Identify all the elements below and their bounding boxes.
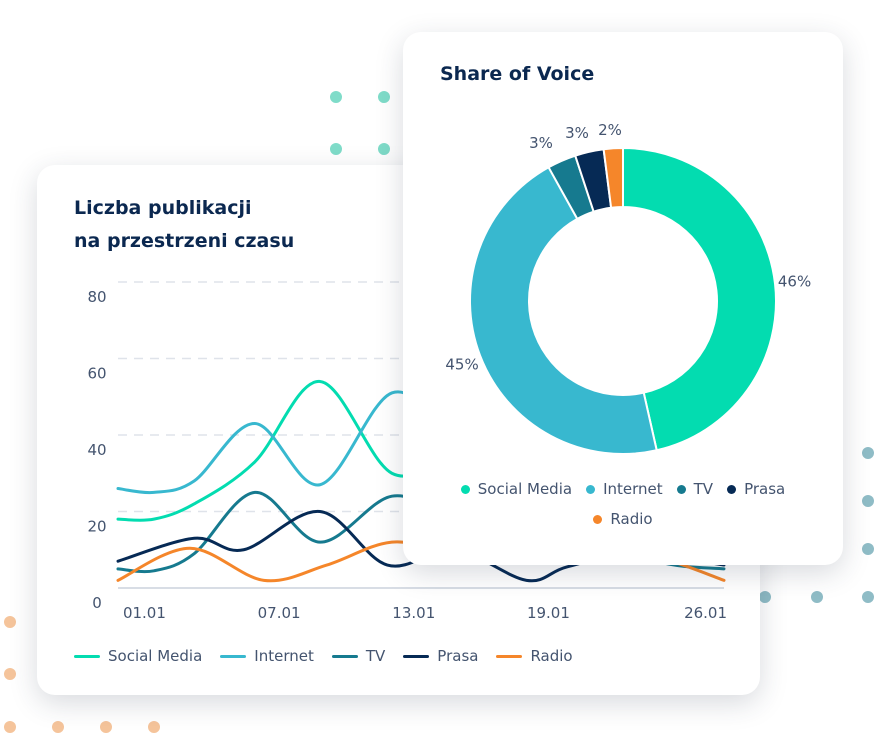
decor-dot [862,543,874,555]
decor-dot [330,91,342,103]
x-tick-label: 19.01 [527,604,570,622]
donut-chart-legend: Social Media Internet TV Prasa Radio [403,480,843,528]
line-chart-plot: 0 20 40 60 80 01.01 07.01 13.01 19.01 26.01 [87,281,727,622]
donut-slice-internet[interactable] [468,165,658,455]
legend-item-internet[interactable]: Internet [586,480,663,498]
decor-dot [378,143,390,155]
decor-dot [52,721,64,733]
legend-item-social-media[interactable]: Social Media [74,647,202,665]
decor-dot [378,91,390,103]
decor-dot [862,495,874,507]
line-chart-title: Liczba publikacji na przestrzeni czasu [74,192,294,258]
legend-label: Radio [530,647,573,665]
donut-chart: 46% 45% 3% 3% 2% [445,121,811,455]
donut-chart-title: Share of Voice [440,63,595,85]
line-chart-legend: Social Media Internet TV Prasa Radio [74,647,573,665]
decor-dot [759,591,771,603]
legend-dot-swatch [460,484,470,494]
legend-label: Internet [603,480,663,498]
legend-label: Radio [610,510,653,528]
x-tick-label: 13.01 [392,604,435,622]
legend-label: Prasa [744,480,786,498]
y-tick-label: 0 [92,594,102,612]
legend-item-prasa[interactable]: Prasa [403,647,478,665]
decor-dot [862,591,874,603]
decor-dot [330,143,342,155]
legend-line-swatch [496,654,523,658]
legend-label: Prasa [437,647,479,665]
x-tick-label: 07.01 [258,604,301,622]
legend-item-radio[interactable]: Radio [593,510,653,528]
title-line-1: Liczba publikacji [74,197,252,219]
legend-label: Internet [254,647,314,665]
legend-dot-swatch [593,514,603,524]
legend-item-internet[interactable]: Internet [220,647,314,665]
y-tick-label: 80 [87,288,106,306]
legend-item-prasa[interactable]: Prasa [727,480,785,498]
legend-label: TV [693,480,714,498]
legend-item-tv[interactable]: TV [676,480,714,498]
legend-label: Social Media [477,480,573,498]
y-tick-label: 40 [87,441,106,459]
slice-label: 3% [565,124,589,142]
legend-line-swatch [220,654,247,658]
decor-dot [4,668,16,680]
title-line-2: na przestrzeni czasu [74,230,295,252]
legend-label: TV [365,647,386,665]
decor-dot [811,591,823,603]
decor-dot [4,721,16,733]
legend-item-social-media[interactable]: Social Media [460,480,573,498]
slice-label: 3% [529,134,553,152]
legend-line-swatch [74,654,100,658]
slice-label: 45% [445,356,478,374]
donut-slice-radio[interactable] [602,146,624,209]
x-tick-label: 26.01 [684,604,727,622]
legend-dot-swatch [676,484,686,494]
legend-item-radio[interactable]: Radio [496,647,573,665]
decor-dot [4,616,16,628]
decor-dot [862,447,874,459]
slice-label: 2% [598,121,622,139]
legend-item-tv[interactable]: TV [331,647,386,665]
slice-label: 46% [778,272,811,290]
decor-dot [100,721,112,733]
decor-dot [148,721,160,733]
legend-label: Social Media [108,647,203,665]
legend-line-swatch [403,654,430,658]
donut-slice-social-media[interactable] [622,146,777,452]
y-tick-label: 60 [87,365,106,383]
y-tick-label: 20 [87,518,106,536]
legend-line-swatch [331,654,358,658]
share-of-voice-card: Share of Voice 46% 45% 3% 3% 2% Social Media… [403,32,843,565]
x-tick-label: 01.01 [123,604,166,622]
legend-dot-swatch [727,484,737,494]
legend-dot-swatch [586,484,596,494]
